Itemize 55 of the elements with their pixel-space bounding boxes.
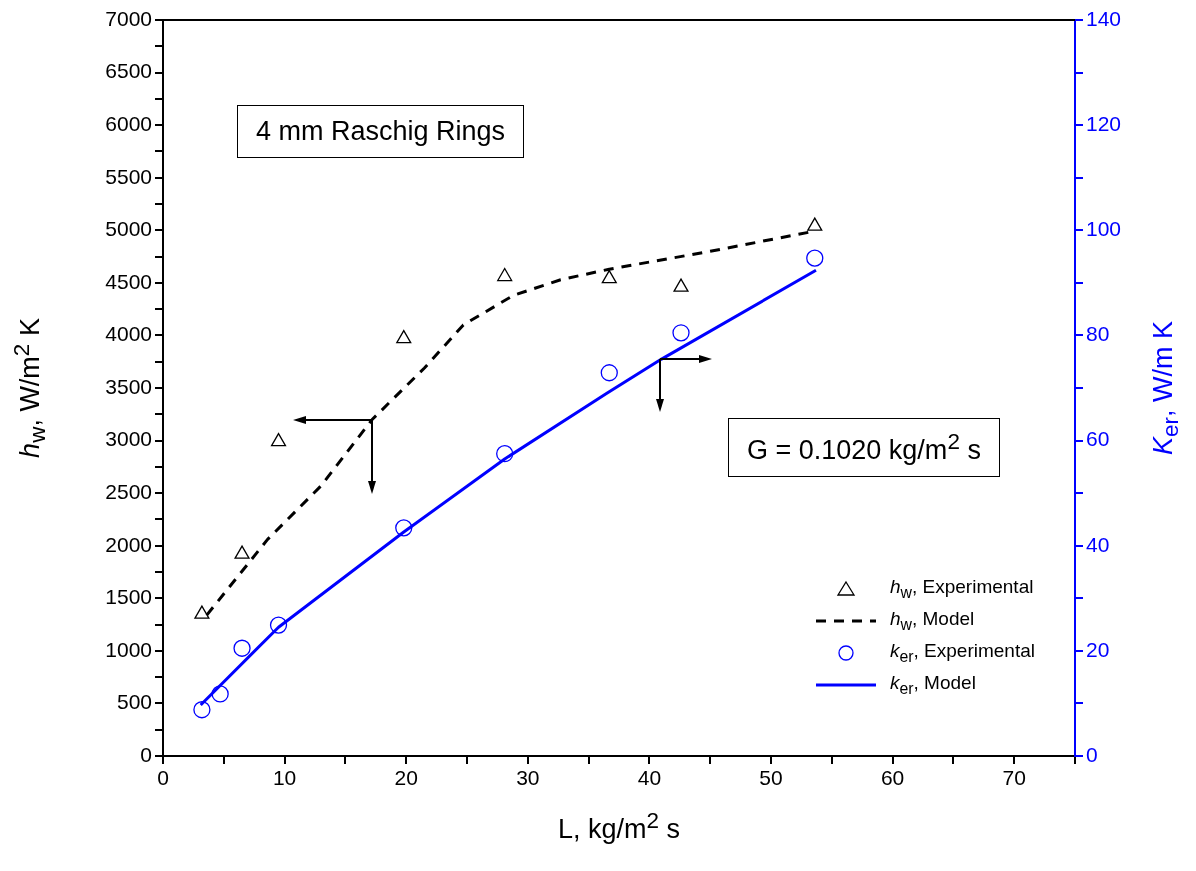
y-tick-label: 3500 [105, 374, 152, 398]
annotation: 4 mm Raschig Rings [237, 105, 525, 158]
y2-tick-label: 20 [1086, 637, 1110, 661]
y-tick-label: 2500 [105, 479, 152, 503]
point [234, 545, 250, 559]
point [211, 685, 229, 703]
point [395, 519, 413, 537]
y2-tick-label: 120 [1086, 111, 1122, 135]
y-tick-label: 1500 [105, 585, 152, 609]
x-tick-label: 50 [759, 766, 783, 790]
y2-tick-label: 80 [1086, 322, 1110, 346]
y-tick-label: 7000 [105, 6, 152, 30]
y-tick-label: 5500 [105, 164, 152, 188]
y-tick-label: 3000 [105, 427, 152, 451]
y2-tick-label: 140 [1086, 6, 1122, 30]
point [194, 605, 210, 619]
y-tick-label: 0 [140, 742, 152, 766]
point [601, 270, 617, 284]
point [496, 445, 514, 463]
point [672, 324, 690, 342]
y-tick-label: 4500 [105, 269, 152, 293]
y2-tick-label: 0 [1086, 742, 1098, 766]
point [396, 329, 412, 344]
point [807, 217, 823, 231]
x-tick-label: 0 [157, 766, 169, 790]
point [497, 267, 513, 282]
legend-label: k$_{er}$, Model [889, 672, 976, 698]
x-tick-label: 60 [880, 766, 905, 790]
x-axis-title: L, kg/m$^{2}$ s [557, 808, 681, 845]
y-tick-label: 4000 [105, 322, 152, 346]
point [270, 432, 287, 447]
point [806, 249, 824, 267]
x-tick-label: 20 [394, 766, 418, 790]
y-tick-label: 500 [116, 690, 152, 714]
x-tick-label: 30 [516, 766, 540, 790]
x-tick-label: 10 [272, 766, 297, 790]
y2-tick-label: 100 [1086, 217, 1122, 241]
point [233, 639, 251, 657]
legend-label: k$_{er}$, Experimental [889, 640, 1035, 666]
y2-tick-label: 60 [1086, 427, 1110, 451]
y-tick-label: 1000 [105, 637, 152, 661]
annotation: G = 0.1020 kg/m$^{2}$ s [728, 418, 1000, 477]
point [673, 278, 689, 292]
y-tick-label: 5000 [105, 217, 152, 241]
y-tick-label: 6500 [105, 59, 152, 83]
x-tick-label: 70 [1002, 766, 1026, 790]
point [269, 616, 288, 634]
y-tick-label: 6000 [105, 111, 152, 135]
legend-label: h$_{w}$, Model [889, 608, 975, 634]
x-tick-label: 40 [637, 766, 662, 790]
y2-tick-label: 40 [1086, 532, 1110, 556]
point [193, 701, 211, 719]
point [600, 364, 618, 382]
y-tick-label: 2000 [105, 532, 152, 556]
legend-label: h$_{w}$, Experimental [889, 576, 1034, 602]
